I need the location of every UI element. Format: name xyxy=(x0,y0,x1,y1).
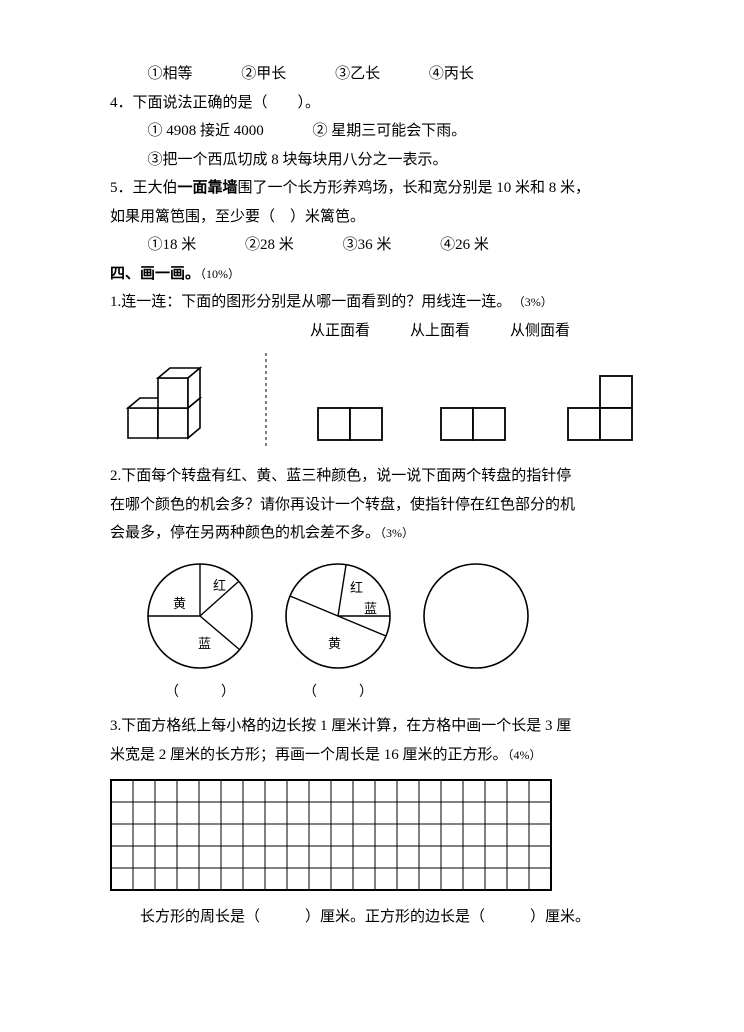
view-front-icon xyxy=(312,398,392,448)
q5-stem-line1: 5．王大伯一面靠墙围了一个长方形养鸡场，长和宽分别是 10 米和 8 米， xyxy=(110,174,654,203)
q5-opt-3: ③36 米 xyxy=(343,237,392,253)
q3-opt-2: ②甲长 xyxy=(241,66,286,82)
view-side-icon xyxy=(558,370,644,448)
q5-opt-4: ④26 米 xyxy=(440,237,489,253)
spinner1-red-label: 红 xyxy=(213,578,226,593)
section-4-header: 四、画一画。（10%） xyxy=(110,260,654,289)
q5-stem-line2: 如果用篱笆围，至少要（ ）米篱笆。 xyxy=(110,203,654,232)
section-4-title: 四、画一画。 xyxy=(110,266,200,282)
p3-line2-text: 米宽是 2 厘米的长方形；再画一个周长是 16 厘米的正方形。 xyxy=(110,747,508,763)
spinner2-blue-label: 蓝 xyxy=(364,601,377,616)
spinner-1-icon: 红 黄 蓝 xyxy=(140,556,260,676)
q5-stem-bold: 一面靠墙 xyxy=(178,180,238,196)
q4-opt-3: ③把一个西瓜切成 8 块每块用八分之一表示。 xyxy=(110,146,654,175)
q5-opt-1: ①18 米 xyxy=(148,237,197,253)
q4-row1: ① 4908 接近 4000 ② 星期三可能会下雨。 xyxy=(110,117,654,146)
p1-figure-row xyxy=(120,353,644,448)
p1-text: 1.连一连：下面的图形分别是从哪一面看到的？用线连一连。 xyxy=(110,294,504,310)
q4-stem: 4．下面说法正确的是（ ）。 xyxy=(110,89,654,118)
p2-points: （3%） xyxy=(380,526,414,540)
spinner2-yellow-label: 黄 xyxy=(328,636,341,651)
spinner2-red-label: 红 xyxy=(350,580,363,595)
q3-opt-1: ①相等 xyxy=(148,66,193,82)
p2-line3: 会最多，停在另两种颜色的机会差不多。（3%） xyxy=(110,519,654,548)
q3-opt-3: ③乙长 xyxy=(335,66,380,82)
spinner-1-blank: （ ） xyxy=(140,680,260,707)
q5-stem-a: 5．王大伯 xyxy=(110,180,178,196)
cube-3d-icon xyxy=(120,358,220,448)
spinner-2-icon: 红 蓝 黄 xyxy=(278,556,398,676)
grid-wrap xyxy=(110,779,654,891)
label-side: 从侧面看 xyxy=(510,317,570,346)
p3-line2: 米宽是 2 厘米的长方形；再画一个周长是 16 厘米的正方形。（4%） xyxy=(110,741,654,770)
grid-paper-icon xyxy=(110,779,552,891)
q5-option-row: ①18 米 ②28 米 ③36 米 ④26 米 xyxy=(110,231,654,260)
spinner1-blue-label: 蓝 xyxy=(198,636,211,651)
p2-line2: 在哪个颜色的机会多？请你再设计一个转盘，使指针停在红色部分的机 xyxy=(110,491,654,520)
view-top-icon xyxy=(435,398,515,448)
spinner-1-wrap: 红 黄 蓝 （ ） xyxy=(140,556,260,707)
p3-answer: 长方形的周长是（ ）厘米。正方形的边长是（ ）厘米。 xyxy=(110,903,654,932)
q4-opt-2: ② 星期三可能会下雨。 xyxy=(313,123,467,139)
q5-opt-2: ②28 米 xyxy=(245,237,294,253)
divider-icon xyxy=(263,353,269,448)
q4-opt-1: ① 4908 接近 4000 xyxy=(148,123,264,139)
label-front: 从正面看 xyxy=(310,317,370,346)
p1-stem: 1.连一连：下面的图形分别是从哪一面看到的？用线连一连。 （3%） xyxy=(110,288,654,317)
spinner-3-blank xyxy=(416,680,536,707)
p2-line3-text: 会最多，停在另两种颜色的机会差不多。 xyxy=(110,525,380,541)
p1-points: （3%） xyxy=(519,295,553,309)
section-4-points: （10%） xyxy=(200,267,240,281)
q3-opt-4: ④丙长 xyxy=(429,66,474,82)
spinner-row: 红 黄 蓝 （ ） 红 蓝 黄 （ ） xyxy=(140,556,654,707)
label-top: 从上面看 xyxy=(410,317,470,346)
spinner-2-blank: （ ） xyxy=(278,680,398,707)
spinner-2-wrap: 红 蓝 黄 （ ） xyxy=(278,556,398,707)
p1-view-labels: 从正面看 从上面看 从侧面看 xyxy=(110,317,654,346)
p3-line1: 3.下面方格纸上每小格的边长按 1 厘米计算，在方格中画一个长是 3 厘 xyxy=(110,712,654,741)
p3-points: （4%） xyxy=(508,748,542,762)
q5-stem-b: 围了一个长方形养鸡场，长和宽分别是 10 米和 8 米， xyxy=(238,180,591,196)
spinner-3-wrap xyxy=(416,556,536,707)
spinner1-yellow-label: 黄 xyxy=(173,596,186,611)
spinner-3-icon xyxy=(416,556,536,676)
q3-option-row: ①相等 ②甲长 ③乙长 ④丙长 xyxy=(110,60,654,89)
p2-line1: 2.下面每个转盘有红、黄、蓝三种颜色，说一说下面两个转盘的指针停 xyxy=(110,462,654,491)
